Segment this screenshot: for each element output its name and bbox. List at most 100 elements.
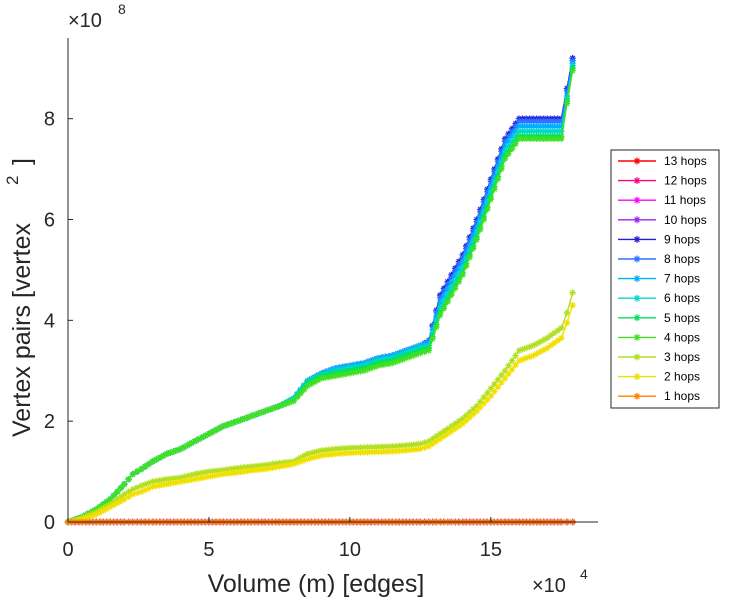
series-point-glyph xyxy=(498,148,505,155)
series-point-glyph xyxy=(440,433,448,440)
series-point-glyph xyxy=(473,218,480,226)
series-point-glyph xyxy=(501,375,509,382)
series-layer xyxy=(64,54,576,526)
series-point-glyph xyxy=(633,177,641,185)
series-point xyxy=(121,480,128,488)
series-point xyxy=(558,128,565,135)
series-point-glyph xyxy=(526,128,533,135)
series-point-glyph xyxy=(325,446,332,453)
series-point xyxy=(202,474,209,481)
series-point-glyph xyxy=(470,227,477,235)
series-point xyxy=(184,477,192,484)
series-point xyxy=(508,138,516,145)
series-point xyxy=(436,294,444,301)
series-point-glyph xyxy=(537,123,544,130)
series-point xyxy=(406,441,414,449)
series-point xyxy=(297,390,304,397)
series-point-glyph xyxy=(448,274,455,281)
legend-label: 12 hops xyxy=(664,174,707,188)
series-point-glyph xyxy=(491,186,498,193)
series-point xyxy=(209,472,216,480)
series-point-glyph xyxy=(107,503,114,511)
series-point-glyph xyxy=(558,123,565,130)
series-point xyxy=(262,461,269,469)
series-point xyxy=(466,414,473,421)
series-point-glyph xyxy=(444,430,451,437)
series-point-glyph xyxy=(103,498,110,506)
series-point-glyph xyxy=(209,472,216,480)
series-point xyxy=(569,67,576,74)
series-point xyxy=(129,470,137,478)
series-point-glyph xyxy=(149,478,156,485)
series-point-glyph xyxy=(551,329,558,337)
series-point xyxy=(533,128,540,135)
series-point-glyph xyxy=(114,496,121,503)
series-point-glyph xyxy=(133,468,141,475)
series-point xyxy=(563,100,571,107)
series-point-glyph xyxy=(429,329,436,337)
series-point xyxy=(533,350,540,357)
series-point-glyph xyxy=(371,448,378,456)
legend-item: 8 hops xyxy=(618,252,700,266)
series-point xyxy=(451,277,459,285)
series-point xyxy=(184,472,192,480)
series-point xyxy=(505,138,512,145)
series-point xyxy=(149,478,156,485)
series-point-glyph xyxy=(300,452,308,460)
x-tick-label: 5 xyxy=(203,539,214,561)
series-point xyxy=(529,342,537,349)
series-point xyxy=(385,443,392,450)
series-point-glyph xyxy=(378,448,385,455)
series-point-glyph xyxy=(145,485,153,492)
series-3-hops xyxy=(64,289,576,526)
series-point xyxy=(526,135,533,143)
series-point-glyph xyxy=(547,342,554,349)
series-point-glyph xyxy=(233,464,241,472)
series-point xyxy=(480,203,488,211)
series-point xyxy=(498,153,505,160)
series-point-glyph xyxy=(463,417,470,424)
series-point xyxy=(480,394,488,401)
series-point xyxy=(633,157,641,165)
series-point xyxy=(533,340,540,347)
series-point-glyph xyxy=(212,472,220,479)
series-point-glyph xyxy=(209,428,216,436)
series-point-glyph xyxy=(290,397,297,405)
series-point xyxy=(487,183,495,190)
series-point-glyph xyxy=(360,449,368,456)
series-point xyxy=(455,265,463,273)
series-point-glyph xyxy=(248,463,255,470)
series-point-glyph xyxy=(353,449,361,456)
series-point xyxy=(403,354,410,362)
series-point xyxy=(633,392,641,400)
series-point xyxy=(480,198,488,206)
series-point-glyph xyxy=(322,374,329,381)
series-point xyxy=(444,281,451,288)
series-point xyxy=(159,476,167,483)
series-point-glyph xyxy=(455,270,463,278)
series-point xyxy=(448,279,455,286)
series-point xyxy=(429,440,436,448)
series-point-glyph xyxy=(230,465,237,472)
y-tick-label: 8 xyxy=(44,109,55,131)
series-point-glyph xyxy=(540,128,547,135)
series-point-glyph xyxy=(463,255,470,262)
series-point-glyph xyxy=(389,359,396,367)
series-point xyxy=(265,461,273,468)
series-point xyxy=(339,371,347,378)
series-point xyxy=(374,448,382,456)
series-point xyxy=(367,365,375,372)
legend-item: 13 hops xyxy=(618,154,707,168)
series-point-glyph xyxy=(283,400,290,407)
series-point xyxy=(269,464,276,472)
series-point-glyph xyxy=(491,380,498,388)
series-point-glyph xyxy=(226,420,234,427)
series-point-glyph xyxy=(470,405,477,413)
series-point-glyph xyxy=(529,342,537,349)
series-point xyxy=(519,135,526,143)
series-point-glyph xyxy=(219,470,227,478)
series-point-glyph xyxy=(121,496,128,503)
series-point xyxy=(459,254,466,261)
series-point-glyph xyxy=(529,117,537,125)
series-point-glyph xyxy=(392,358,399,366)
